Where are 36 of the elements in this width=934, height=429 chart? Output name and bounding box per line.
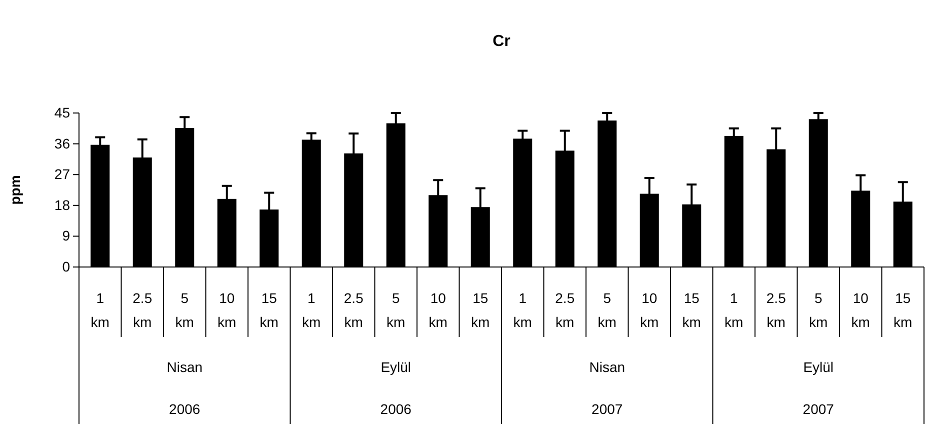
- y-axis-title: ppm: [7, 175, 23, 205]
- text: Nisan: [589, 359, 626, 375]
- text: Eylül: [803, 359, 834, 375]
- x-tick-label: 2.5 km: [132, 290, 152, 330]
- text: 2006: [380, 401, 412, 417]
- y-tick-label: 36: [54, 135, 70, 152]
- x-tick-label: 2.5 km: [344, 290, 364, 330]
- x-tick-label: 10 km: [218, 290, 236, 330]
- x-tick-label: 2.5 km: [555, 290, 575, 330]
- x-tick-label: 10 km: [851, 290, 870, 330]
- y-tick-label: 18: [54, 196, 70, 213]
- x-tick-label: 10 km: [428, 290, 448, 330]
- x-tick-label: 15 km: [894, 290, 912, 330]
- x-tick-label: 1 km: [302, 290, 321, 330]
- text: 2006: [169, 401, 200, 417]
- y-tick-label: 27: [54, 166, 70, 182]
- y-tick-label: 9: [62, 228, 70, 244]
- x-tick-label: 1 km: [724, 290, 744, 330]
- x-tick-label: 1 km: [90, 290, 110, 330]
- x-tick-label: 15 km: [682, 290, 701, 330]
- x-tick-label: 10 km: [640, 290, 659, 330]
- chart-title: Cr: [492, 33, 510, 50]
- text: 2007: [592, 401, 623, 417]
- x-tick-label: 15 km: [471, 290, 490, 330]
- x-tick-label: 5 km: [598, 290, 616, 330]
- x-tick-label: 1 km: [513, 290, 532, 330]
- x-tick-label: 5 km: [386, 290, 406, 330]
- x-tick-label: 5 km: [809, 290, 828, 330]
- x-tick-label: 15 km: [260, 290, 278, 330]
- x-tick-label: 2.5 km: [766, 290, 786, 330]
- x-tick-label: 5 km: [175, 290, 194, 330]
- y-tick-label: 45: [54, 104, 70, 120]
- y-tick-label: 0: [62, 258, 70, 274]
- text: Eylül: [380, 359, 412, 375]
- text: Nisan: [166, 359, 203, 375]
- text: 2007: [802, 401, 834, 417]
